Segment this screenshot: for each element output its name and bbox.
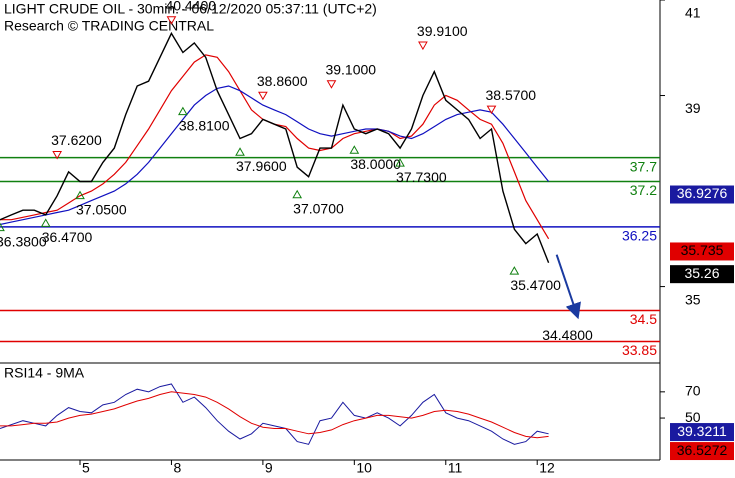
low-label: 36.4700 xyxy=(42,229,93,245)
high-marker xyxy=(166,16,177,25)
x-tick-label: 12 xyxy=(539,460,555,476)
y-tick-label: 50 xyxy=(685,409,701,425)
low-marker xyxy=(40,218,51,227)
low-label: 38.8100 xyxy=(179,117,230,133)
level-label: 37.7 xyxy=(630,158,657,174)
y-tick-label: 35 xyxy=(685,291,701,307)
value-box xyxy=(670,423,734,442)
high-label: 39.9100 xyxy=(417,23,468,39)
x-tick-label: 11 xyxy=(448,460,463,476)
low-label: 36.3800 xyxy=(0,233,47,249)
value-box-label: 36.5272 xyxy=(677,442,728,458)
value-box-label: 35.26 xyxy=(684,265,719,281)
level-label: 33.85 xyxy=(622,342,657,358)
rsi-line xyxy=(0,383,549,445)
value-box xyxy=(670,442,734,461)
low-label: 35.4700 xyxy=(510,277,561,293)
low-label: 38.0000 xyxy=(350,156,401,172)
value-box-label: 35.735 xyxy=(681,242,724,258)
low-marker xyxy=(235,147,245,156)
low-marker xyxy=(395,158,405,167)
value-box xyxy=(670,242,734,261)
high-label: 37.6200 xyxy=(51,132,102,148)
high-label: 39.1000 xyxy=(325,61,376,77)
high-marker xyxy=(52,150,63,160)
high-label: 40.4400 xyxy=(165,0,216,13)
low-label: 37.9600 xyxy=(236,158,287,174)
level-label: 36.25 xyxy=(622,228,657,244)
price-line xyxy=(0,31,550,263)
high-marker xyxy=(418,41,428,51)
level-label: 34.5 xyxy=(630,311,657,327)
low-marker xyxy=(0,222,5,232)
y-tick-label: 70 xyxy=(685,383,701,399)
high-label: 38.5700 xyxy=(485,87,536,103)
chart-title: LIGHT CRUDE OIL - 30min. - 06/12/2020 05… xyxy=(4,1,377,17)
x-tick-label: 10 xyxy=(356,460,372,476)
low-marker xyxy=(509,266,520,275)
low-label: 37.0700 xyxy=(293,200,344,216)
low-marker xyxy=(75,190,85,200)
high-marker xyxy=(486,105,497,115)
value-box-label: 39.3211 xyxy=(677,423,727,439)
y-tick-label: 39 xyxy=(685,100,701,116)
level-label: 37.2 xyxy=(630,182,657,198)
x-tick-label: 8 xyxy=(173,460,181,476)
rsi-title: RSI14 - 9MA xyxy=(4,365,85,381)
x-tick-label: 9 xyxy=(265,460,273,476)
low-marker xyxy=(349,145,360,154)
target-label: 34.4800 xyxy=(542,327,593,343)
x-tick-label: 5 xyxy=(82,460,90,476)
low-label: 37.0500 xyxy=(76,201,127,217)
value-box xyxy=(670,185,734,204)
y-tick-label: 41 xyxy=(685,5,701,21)
chart-subtitle: Research © TRADING CENTRAL xyxy=(4,18,214,34)
low-label: 37.7300 xyxy=(396,169,447,185)
high-label: 38.8600 xyxy=(257,73,308,89)
high-marker xyxy=(258,91,268,101)
low-marker xyxy=(178,106,188,116)
value-box xyxy=(670,265,734,284)
value-box-label: 36.9276 xyxy=(677,185,728,201)
rsi-line xyxy=(0,391,549,439)
forecast-arrow xyxy=(555,254,581,320)
low-marker xyxy=(292,189,303,199)
high-marker xyxy=(326,80,337,89)
moving-average xyxy=(0,85,550,226)
